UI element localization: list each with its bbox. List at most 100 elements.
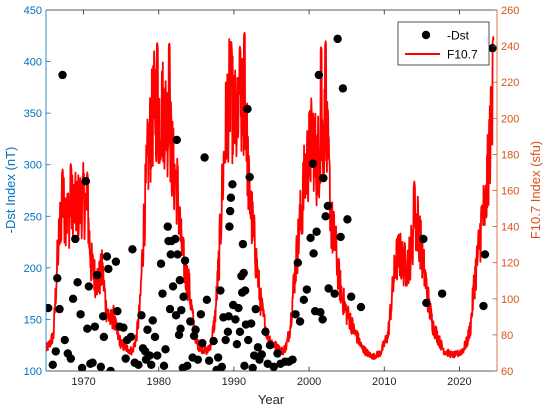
dst-point [96,362,106,371]
left-y-tick-label: 300 [24,160,42,172]
dst-point [161,345,170,354]
dst-point [98,312,108,321]
dst-point [204,356,214,365]
right-y-tick-label: 180 [501,149,519,161]
dst-point [319,173,328,183]
right-y-tick-label: 220 [501,77,519,89]
dst-point [488,43,497,53]
dst-point [238,239,248,249]
dst-point [191,325,200,334]
dst-point [247,319,256,328]
dst-point [46,303,53,313]
dst-point [148,316,157,325]
dst-point [251,304,260,314]
dst-point [196,310,206,319]
dst-point [92,270,102,280]
left-y-tick-label: 100 [24,366,42,378]
dst-point [156,259,166,268]
dst-point [248,363,257,371]
dst-point [324,284,333,293]
dst-point [225,206,235,216]
f107-line-layer [46,31,495,360]
dst-point [173,250,182,259]
dst-point [480,250,490,259]
dst-point [338,84,348,93]
x-tick-label: 1970 [71,376,95,388]
dst-point [299,295,309,305]
dst-point [186,317,195,326]
dst-point [134,360,143,370]
dst-point [51,347,60,356]
right-y-tick-label: 260 [501,5,519,17]
right-y-tick-label: 200 [501,113,519,125]
dst-point [245,172,254,182]
dst-point [232,339,242,349]
dst-point [159,361,169,371]
dst-point [318,315,327,324]
x-axis-label: Year [258,392,285,407]
left-y-tick-label: 450 [24,5,42,17]
f107-series-line [46,31,495,360]
dst-point [128,245,137,254]
right-y-tick-label: 140 [501,222,519,234]
dst-point [240,286,250,295]
dst-point [183,361,192,371]
dst-point [165,304,175,314]
dst-point [202,295,212,305]
dst-point [223,327,233,337]
dst-point [316,308,325,317]
right-y-tick-label: 80 [501,330,513,342]
dst-point [48,360,57,370]
left-y-tick-label: 250 [24,211,42,223]
dst-point [225,222,234,231]
dst-point [193,355,203,364]
legend-dst-marker [421,30,431,40]
dst-point [179,292,188,301]
left-y-tick-label: 350 [24,108,42,120]
dst-point [221,335,230,345]
dst-point [291,310,300,319]
dst-point [343,215,352,224]
dst-point [111,257,121,266]
dst-point [119,323,128,332]
legend: -Dst F10.7 [397,21,490,66]
axes [45,9,498,372]
dst-point [240,361,249,371]
dst-point [83,324,92,333]
dst-point [226,193,236,202]
dst-point [288,355,297,364]
dst-point [145,351,154,360]
x-tick-label: 2000 [297,376,321,388]
x-tick-label: 1980 [147,376,171,388]
dst-point [231,315,240,324]
dst-point [84,282,94,291]
dst-point [479,301,488,311]
dst-point [306,233,315,243]
dst-point [228,180,237,189]
dst-point [295,317,305,326]
dst-point [168,282,178,291]
dst-point [336,232,345,242]
dst-point [177,305,186,315]
dst-point [269,362,278,371]
right-y-tick-label: 160 [501,186,519,198]
dst-point [422,298,431,308]
dst-point [234,303,243,313]
dst-point [437,289,447,298]
right-y-axis-label: F10.7 Index (sfu) [528,141,543,239]
right-y-tick-label: 120 [501,258,519,270]
dst-point [60,335,69,345]
dst-point [235,327,245,337]
dst-point [243,104,252,114]
dst-point [265,341,275,350]
dst-point [121,354,130,363]
dst-point [244,335,253,345]
dst-point [153,351,162,360]
dst-point [126,332,136,342]
dst-point [104,264,113,274]
dst-point [302,285,312,294]
right-y-tick-label: 60 [501,366,513,378]
dst-point [53,273,62,283]
dst-point [66,354,76,363]
